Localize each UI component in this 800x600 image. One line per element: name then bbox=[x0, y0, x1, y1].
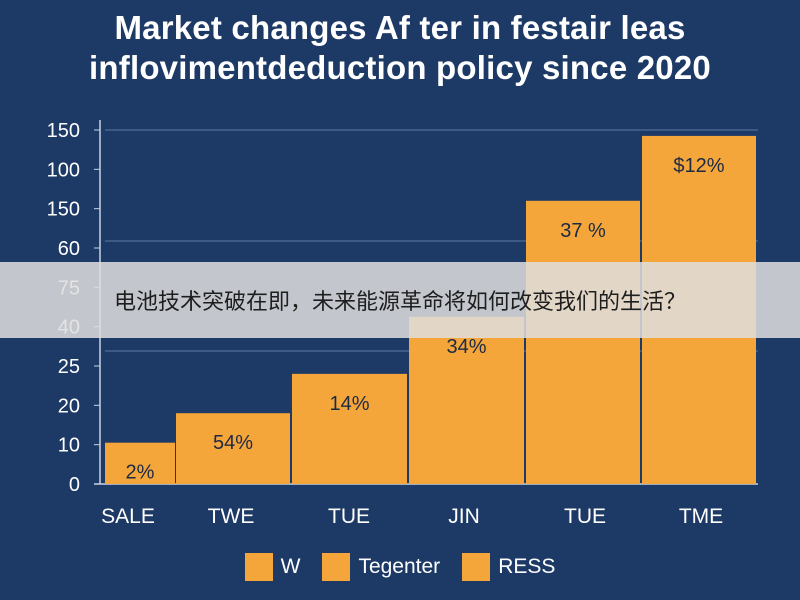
legend-swatch bbox=[462, 553, 491, 581]
bar-value-label: 37 % bbox=[560, 220, 606, 242]
bar bbox=[105, 442, 175, 484]
legend: W Tegenter RESS bbox=[0, 553, 800, 581]
legend-item: W bbox=[244, 553, 301, 581]
x-category-label: TUE bbox=[328, 505, 370, 528]
bar-value-label: $12% bbox=[673, 155, 724, 177]
bar-value-label: 14% bbox=[329, 393, 369, 415]
y-tick-label: 10 bbox=[58, 435, 80, 457]
bar-value-label: 2% bbox=[126, 462, 155, 484]
caption-text: 电池技术突破在即，未来能源革命将如何改变我们的生活？ bbox=[113, 290, 686, 315]
bar-value-label: 34% bbox=[446, 336, 486, 358]
chart-title-line-2: inflovimentdeduction policy since 2020 bbox=[89, 49, 711, 86]
legend-item: RESS bbox=[462, 553, 555, 581]
legend-label: W bbox=[280, 555, 301, 578]
chart-title-line-1: Market changes Af ter in festair leas bbox=[114, 9, 686, 46]
bar bbox=[176, 413, 290, 484]
x-category-label: TME bbox=[679, 505, 723, 528]
legend-item: Tegenter bbox=[322, 553, 440, 581]
x-category-label: TWE bbox=[208, 505, 255, 528]
x-category-label: TUE bbox=[564, 505, 606, 528]
y-tick-label: 0 bbox=[69, 474, 80, 496]
legend-swatch bbox=[244, 553, 273, 581]
legend-label: Tegenter bbox=[358, 555, 441, 578]
bar bbox=[292, 373, 407, 484]
caption-banner: 电池技术突破在即，未来能源革命将如何改变我们的生活？ bbox=[0, 262, 800, 338]
y-tick-label: 60 bbox=[58, 238, 80, 260]
legend-swatch bbox=[322, 553, 351, 581]
bar-value-label: 54% bbox=[213, 432, 253, 454]
y-tick-label: 25 bbox=[58, 356, 80, 378]
x-category-label: JIN bbox=[448, 505, 480, 528]
y-tick-label: 100 bbox=[47, 159, 80, 181]
bar bbox=[526, 200, 640, 485]
legend-label: RESS bbox=[498, 555, 556, 578]
bar bbox=[409, 316, 524, 484]
y-tick-label: 150 bbox=[47, 199, 80, 221]
y-tick-label: 20 bbox=[58, 395, 80, 417]
x-category-label: SALE bbox=[101, 505, 155, 528]
y-tick-label: 150 bbox=[47, 120, 80, 142]
